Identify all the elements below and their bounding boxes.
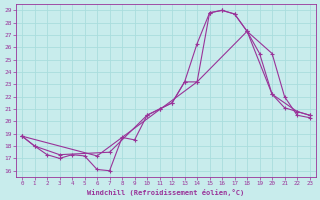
X-axis label: Windchill (Refroidissement éolien,°C): Windchill (Refroidissement éolien,°C) [87,189,244,196]
